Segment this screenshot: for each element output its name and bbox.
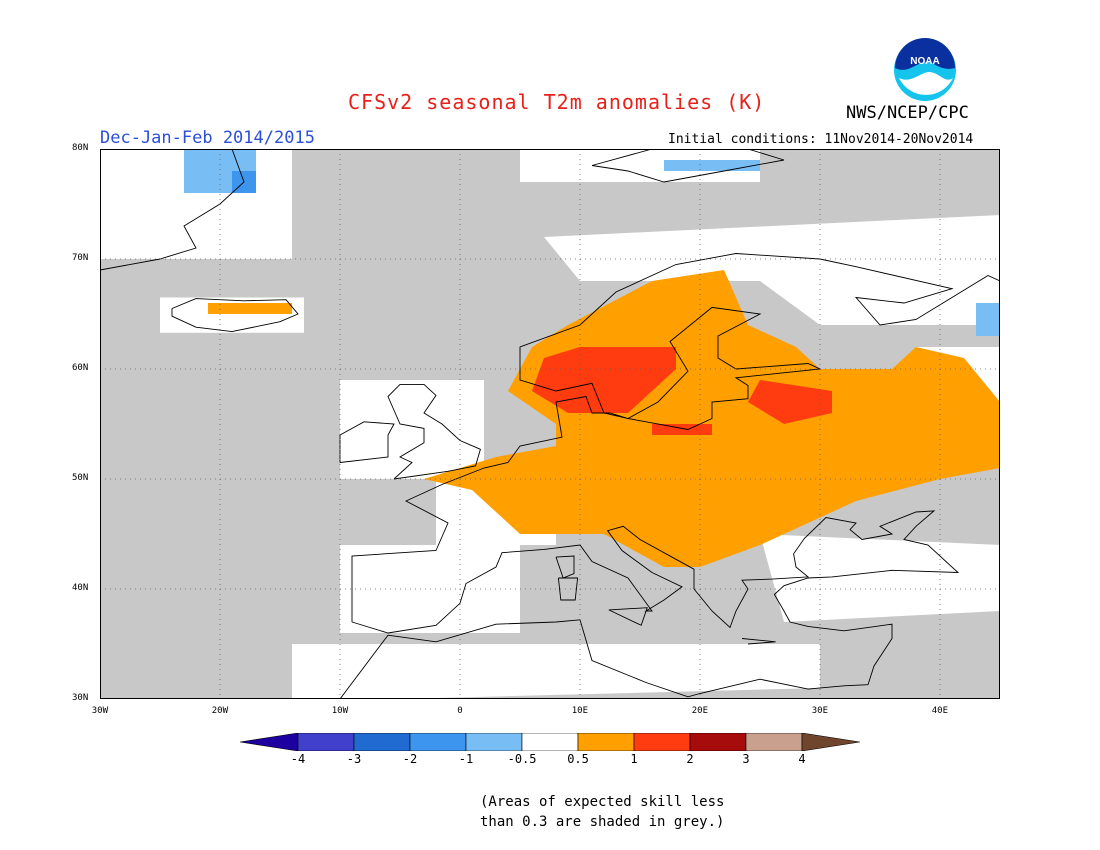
- noaa-logo: NOAA: [894, 38, 956, 101]
- coast-great-britain: [387, 383, 481, 480]
- lon-tick-label: 0: [457, 706, 463, 716]
- lat-tick-label: 40N: [72, 583, 89, 593]
- coast-sardinia: [557, 577, 579, 601]
- colorbar-label: 1: [630, 752, 638, 766]
- anomaly-blue-east: [976, 303, 1000, 336]
- colorbar-swatch: [409, 733, 467, 751]
- coast-mediterranean: [339, 510, 960, 699]
- lon-tick-label: 10E: [571, 706, 589, 716]
- lat-tick-label: 70N: [72, 253, 89, 263]
- colorbar-label: 3: [742, 752, 750, 766]
- colorbar-swatch: [521, 733, 579, 751]
- colorbar-label: -1: [458, 752, 474, 766]
- lon-tick-label: 20W: [211, 706, 229, 716]
- anomaly-red-scandinavia: [532, 347, 676, 413]
- colorbar-swatch: [577, 733, 635, 751]
- colorbar-swatch: [465, 733, 523, 751]
- colorbar-label: 2: [686, 752, 694, 766]
- lat-tick-label: 30N: [72, 693, 89, 703]
- anomaly-blue-svalbard: [664, 160, 760, 171]
- anomaly-red-poland: [652, 424, 712, 435]
- colorbar-swatch: [353, 733, 411, 751]
- anomaly-red-baltic: [748, 380, 832, 424]
- lat-tick-label: 60N: [72, 363, 89, 373]
- anomaly-layer: [100, 149, 1000, 699]
- colorbar-label: -3: [346, 752, 362, 766]
- coast-svalbard: [591, 149, 785, 183]
- anomaly-white-svalbard: [520, 149, 760, 182]
- lon-tick-label: 30E: [811, 706, 829, 716]
- organization-label: NWS/NCEP/CPC: [846, 103, 969, 123]
- footnote-line-1: (Areas of expected skill less: [480, 794, 725, 810]
- lon-tick-label: 30W: [91, 706, 109, 716]
- anomaly-map: [100, 149, 1000, 699]
- colorbar-swatch: [633, 733, 691, 751]
- anomaly-white-north: [544, 215, 1000, 325]
- lat-tick-label: 80N: [72, 143, 89, 153]
- coast-sicily: [608, 607, 648, 626]
- anomaly-orange-iceland: [208, 303, 292, 314]
- colorbar-label: 0.5: [567, 752, 589, 766]
- colorbar-label: 4: [798, 752, 806, 766]
- colorbar-swatch: [745, 733, 803, 751]
- coast-crete: [741, 638, 776, 645]
- anomaly-white-british-isles: [340, 380, 484, 479]
- colorbar-label: -4: [290, 752, 306, 766]
- lon-tick-label: 20E: [691, 706, 709, 716]
- coast-europe-north: [351, 253, 1000, 622]
- coast-corsica: [555, 555, 575, 579]
- graticule: [100, 149, 1000, 699]
- logo-text: NOAA: [910, 56, 939, 67]
- lon-tick-label: 40E: [931, 706, 949, 716]
- colorbar-label: -2: [402, 752, 418, 766]
- lat-tick-label: 50N: [72, 473, 89, 483]
- lon-tick-label: 10W: [331, 706, 349, 716]
- colorbar-swatch-min: [240, 733, 299, 751]
- anomaly-white-north-africa: [292, 644, 820, 699]
- colorbar-label: -0.5: [507, 752, 537, 766]
- colorbar-swatch-max: [801, 733, 860, 751]
- footnote-line-2: than 0.3 are shaded in grey.): [480, 814, 725, 830]
- colorbar-swatch: [689, 733, 747, 751]
- skill-footnote: (Areas of expected skill less than 0.3 a…: [480, 792, 724, 832]
- coastlines: [100, 149, 1000, 699]
- season-label: Dec-Jan-Feb 2014/2015: [100, 128, 315, 148]
- colorbar: [240, 733, 860, 751]
- colorbar-swatch: [297, 733, 355, 751]
- initial-conditions-label: Initial conditions: 11Nov2014-20Nov2014: [668, 132, 974, 147]
- chart-title: CFSv2 seasonal T2m anomalies (K): [348, 90, 766, 114]
- anomaly-white-iceland: [160, 297, 304, 333]
